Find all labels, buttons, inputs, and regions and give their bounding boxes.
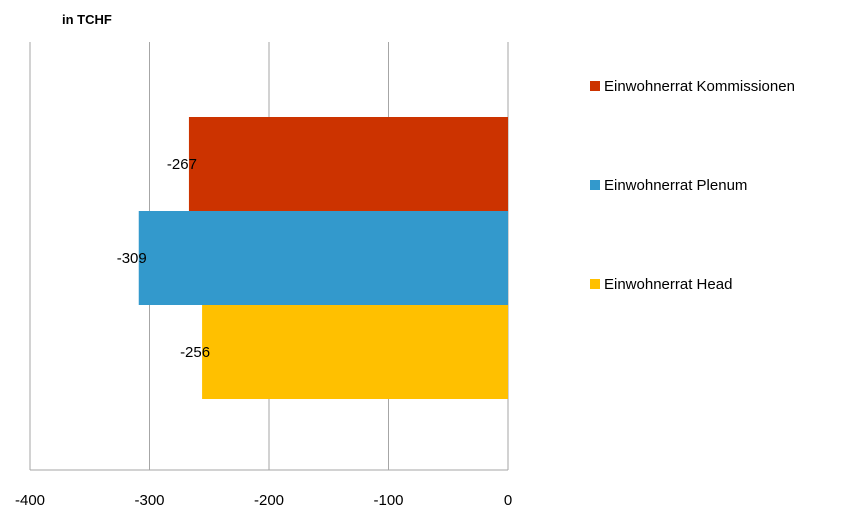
x-tick-labels: -400 -300 -200 -100 0 (15, 492, 512, 509)
data-label: -256 (180, 344, 210, 361)
legend-swatch (590, 279, 600, 289)
data-label: -267 (167, 156, 197, 173)
x-tick-label: -300 (134, 492, 164, 509)
bars (138, 117, 508, 399)
legend-swatch (590, 81, 600, 91)
legend: Einwohnerrat Kommissionen Einwohnerrat Pl… (590, 78, 795, 293)
bar (202, 305, 508, 399)
bar (138, 211, 508, 305)
legend-label: Einwohnerrat Plenum (604, 177, 747, 194)
legend-label: Einwohnerrat Head (604, 276, 732, 293)
legend-swatch (590, 180, 600, 190)
x-tick-label: 0 (504, 492, 512, 509)
x-tick-label: -200 (254, 492, 284, 509)
unit-label: in TCHF (62, 12, 112, 27)
legend-label: Einwohnerrat Kommissionen (604, 78, 795, 95)
x-tick-label: -100 (373, 492, 403, 509)
bar (188, 117, 508, 211)
x-tick-label: -400 (15, 492, 45, 509)
data-labels: -267 -309 -256 (117, 156, 210, 361)
data-label: -309 (117, 250, 147, 267)
